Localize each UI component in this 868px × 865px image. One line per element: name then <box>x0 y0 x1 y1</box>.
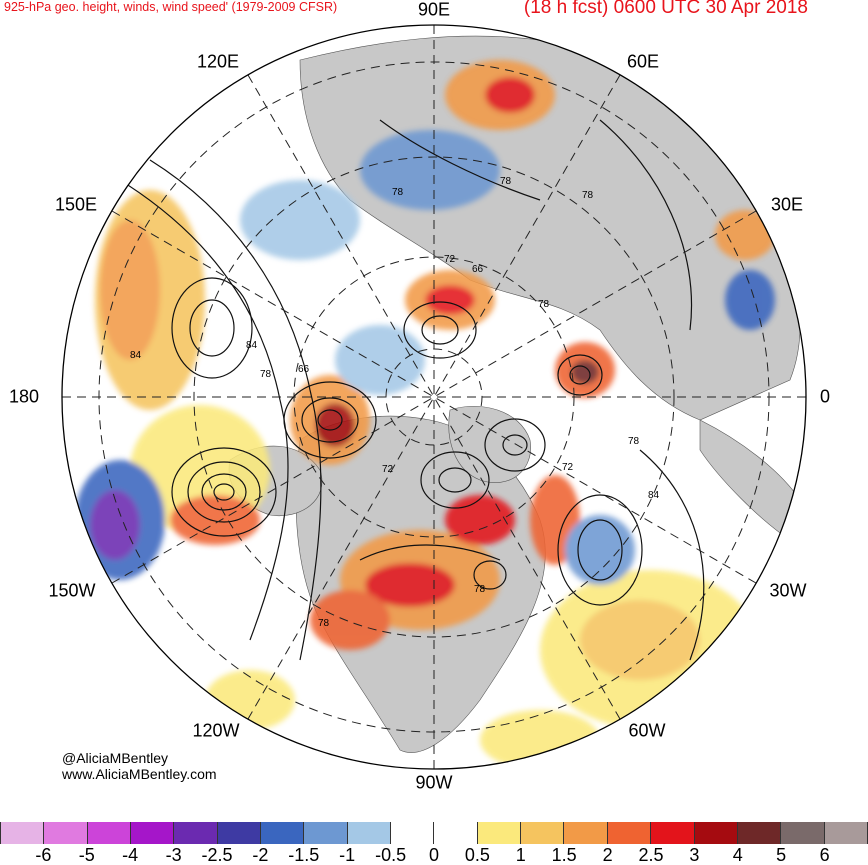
land-greenland <box>448 405 531 483</box>
contour-label: 72 <box>444 254 456 265</box>
contour-label: 78 <box>318 618 330 629</box>
lon-label-150e: 150E <box>54 194 98 215</box>
colorbar-swatch <box>434 822 478 844</box>
contour-label: 84 <box>130 350 142 361</box>
colorbar-swatch <box>347 822 392 844</box>
colorbar-swatch <box>521 822 565 844</box>
colorbar <box>0 822 868 844</box>
colorbar-tick-label: 1.5 <box>551 845 577 865</box>
lon-label-120w: 120W <box>192 720 240 741</box>
colorbar-tick-label: 2 <box>602 845 613 865</box>
colorbar-swatch <box>564 822 608 844</box>
colorbar-swatch <box>391 822 435 844</box>
lon-label-90w: 90W <box>415 772 453 793</box>
colorbar-tick-label: 5 <box>776 845 787 865</box>
colorbar-tick-label: 6 <box>819 845 830 865</box>
colorbar-swatch <box>694 822 738 844</box>
contour-label: 78 <box>582 190 594 201</box>
graticule <box>62 25 806 769</box>
colorbar-swatch <box>261 822 305 844</box>
lon-label-30e: 30E <box>770 194 804 215</box>
contour-label: 84 <box>246 340 258 351</box>
colorbar-swatch <box>0 822 45 844</box>
contour-label: 66 <box>298 364 310 375</box>
colorbar-tick-label: -4 <box>122 845 139 865</box>
colorbar-swatch <box>44 822 88 844</box>
map-boundary <box>61 24 807 770</box>
colorbar-swatch <box>131 822 175 844</box>
contour-label: 78 <box>628 436 640 447</box>
contour-label: 66 <box>472 264 484 275</box>
colorbar-tick-label: -3 <box>165 845 182 865</box>
colorbar-tick-label: 1 <box>515 845 526 865</box>
lon-label-30w: 30W <box>769 580 807 601</box>
height-contours <box>119 119 705 661</box>
lon-label-150w: 150W <box>48 580 96 601</box>
colorbar-swatch <box>651 822 695 844</box>
colorbar-tick-label: -1.5 <box>288 845 320 865</box>
colorbar-swatch <box>737 822 782 844</box>
contour-labels: 78 78 72 66 78 84 84 78 66 72 72 84 78 7… <box>130 176 660 629</box>
colorbar-tick-label: -5 <box>78 845 95 865</box>
colorbar-swatch <box>87 822 132 844</box>
colorbar-tick-label: 0 <box>428 845 440 865</box>
contour-label: 72 <box>562 462 574 473</box>
colorbar-tick-label: 2.5 <box>638 845 664 865</box>
map-title-right: (18 h fcst) 0600 UTC 30 Apr 2018 <box>523 0 808 18</box>
map-disc <box>62 25 806 769</box>
contour-label: 78 <box>392 187 404 198</box>
colorbar-tick-label: -1 <box>339 845 356 865</box>
credit-website: www.AliciaMBentley.com <box>62 766 217 782</box>
colorbar-swatch <box>217 822 262 844</box>
colorbar-tick-label: -6 <box>35 845 52 865</box>
lon-label-60w: 60W <box>628 720 666 741</box>
lon-label-0: 0 <box>819 386 831 407</box>
contour-label: 84 <box>648 490 660 501</box>
colorbar-tick-label: 0.5 <box>464 845 490 865</box>
colorbar-swatch <box>607 822 652 844</box>
lon-label-60e: 60E <box>626 51 660 72</box>
colorbar-tick-label: -2.5 <box>201 845 233 865</box>
contour-label: 78 <box>500 176 512 187</box>
contour-label: 72 <box>382 464 394 475</box>
colorbar-tick-label: -2 <box>252 845 269 865</box>
colorbar-swatch <box>477 822 522 844</box>
colorbar-tick-label: 4 <box>732 845 743 865</box>
contour-label: 78 <box>474 584 486 595</box>
colorbar-swatch <box>304 822 348 844</box>
contour-label: 78 <box>260 369 272 380</box>
map-title-left: 925-hPa geo. height, winds, wind speed' … <box>4 0 338 14</box>
colorbar-swatch <box>824 822 868 844</box>
colorbar-tick-label: 3 <box>689 845 700 865</box>
colorbar-swatch <box>174 822 218 844</box>
contour-label: 78 <box>538 299 550 310</box>
colorbar-swatch <box>781 822 825 844</box>
colorbar-tick-label: -0.5 <box>375 845 407 865</box>
lon-label-120e: 120E <box>196 51 240 72</box>
lon-label-180: 180 <box>8 386 40 407</box>
lon-label-90e: 90E <box>417 0 451 20</box>
credit-handle: @AliciaMBentley <box>62 750 169 766</box>
